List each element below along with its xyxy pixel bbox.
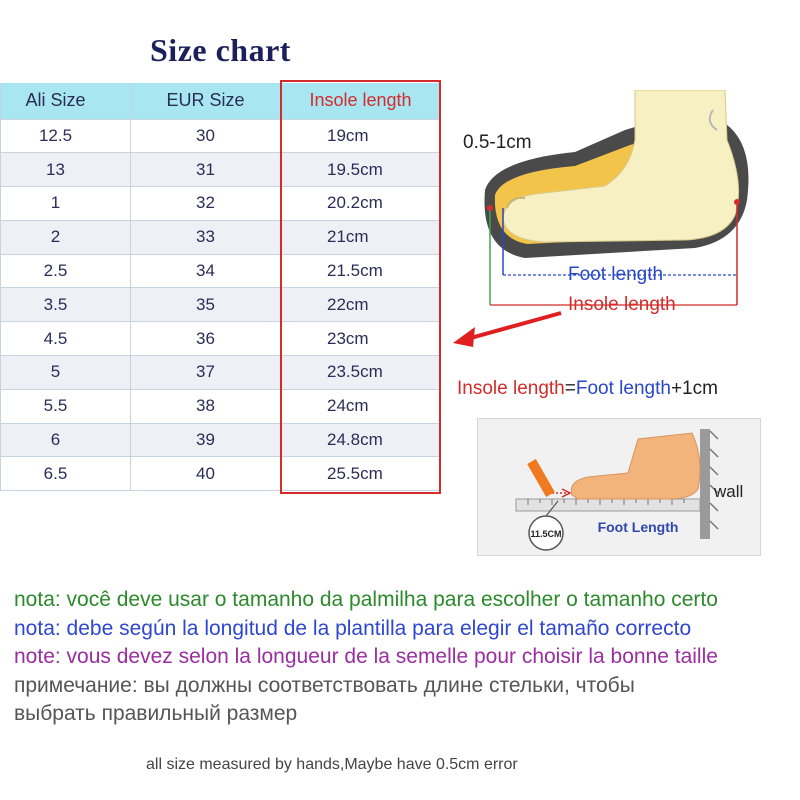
formula-insole: Insole length — [457, 378, 565, 399]
cell-insole-length: 19cm — [280, 118, 441, 154]
table-row: 5 37 23.5cm — [0, 355, 441, 390]
cell-ali-size: 3.5 — [0, 287, 131, 323]
cell-eur-size: 38 — [130, 388, 281, 424]
cell-eur-size: 35 — [130, 287, 281, 323]
insole-length-label: Insole length — [568, 294, 676, 315]
formula-equals: = — [564, 378, 576, 399]
page-title: Size chart — [150, 32, 291, 68]
pencil-icon — [527, 459, 555, 497]
cell-eur-size: 34 — [130, 253, 281, 289]
header-ali-size: Ali Size — [0, 83, 131, 119]
cell-insole-length: 24cm — [280, 388, 441, 424]
cell-insole-length: 21.5cm — [280, 253, 441, 289]
cell-eur-size: 31 — [130, 152, 281, 188]
cell-ali-size: 12.5 — [0, 118, 131, 154]
table-row: 13 31 19.5cm — [0, 152, 441, 188]
cell-insole-length: 23cm — [280, 321, 441, 357]
table-row: 6.5 40 25.5cm — [0, 456, 441, 492]
measuring-illustration: 11.5CM Foot Length — [478, 419, 760, 555]
wall-label: wall — [714, 482, 744, 501]
note-french: note: vous devez selon la longueur de la… — [14, 645, 718, 668]
foot-shoe-diagram — [455, 89, 775, 330]
size-table: Ali Size EUR Size Insole length 12.5 30 19… — [0, 83, 441, 492]
photo-foot-shape — [570, 432, 701, 500]
formula-foot: Foot length — [575, 378, 671, 399]
cell-eur-size: 40 — [130, 456, 281, 492]
table-row: 12.5 30 19cm — [0, 118, 441, 154]
insole-formula: Insole length=Foot length+1cm — [457, 378, 718, 400]
cell-insole-length: 23.5cm — [280, 355, 441, 390]
header-eur-size: EUR Size — [130, 83, 281, 119]
cell-ali-size: 6 — [0, 422, 131, 458]
cell-eur-size: 39 — [130, 422, 281, 458]
cell-ali-size: 6.5 — [0, 456, 131, 492]
foot-shape — [502, 89, 740, 243]
cell-insole-length: 21cm — [280, 219, 441, 255]
table-row: 5.5 38 24cm — [0, 388, 441, 424]
table-row: 2 33 21cm — [0, 219, 441, 255]
cell-ali-size: 5.5 — [0, 388, 131, 424]
note-portuguese: nota: você deve usar o tamanho da palmil… — [14, 588, 718, 611]
note-russian-line2: выбрать правильный размер — [14, 702, 298, 725]
cell-insole-length: 24.8cm — [280, 422, 441, 458]
cell-eur-size: 33 — [130, 219, 281, 255]
foot-shoe-illustration — [484, 89, 749, 306]
table-row: 2.5 34 21.5cm — [0, 253, 441, 289]
cell-eur-size: 36 — [130, 321, 281, 357]
table-header-row: Ali Size EUR Size Insole length — [0, 83, 441, 119]
note-russian-line1: примечание: вы должны соответствовать дл… — [14, 673, 635, 697]
ruler-label: Foot Length — [598, 519, 679, 535]
cell-insole-length: 19.5cm — [280, 152, 441, 188]
pointer-arrow-icon — [453, 311, 562, 347]
cell-ali-size: 2 — [0, 219, 131, 255]
cell-insole-length: 25.5cm — [280, 456, 441, 492]
toe-dot — [487, 205, 493, 211]
formula-plus: +1cm — [670, 378, 718, 399]
measurement-disclaimer: all size measured by hands,Maybe have 0.… — [146, 756, 518, 773]
heel-dot — [734, 199, 740, 205]
foot-length-label: Foot length — [568, 264, 664, 285]
cell-insole-length: 20.2cm — [280, 186, 441, 221]
cell-ali-size: 13 — [0, 152, 131, 188]
marker-label: 11.5CM — [530, 529, 561, 539]
table-body: 12.5 30 19cm 13 31 19.5cm 1 32 20.2cm 2 33 21cm 2.5 3… — [0, 118, 441, 492]
cell-ali-size: 5 — [0, 355, 131, 390]
toe-line — [506, 196, 526, 209]
wall-shape — [700, 429, 710, 539]
margin-label: 0.5-1cm — [463, 132, 532, 153]
cell-ali-size: 1 — [0, 186, 131, 221]
table-row: 6 39 24.8cm — [0, 422, 441, 458]
cell-insole-length: 22cm — [280, 287, 441, 323]
table-row: 4.5 36 23cm — [0, 321, 441, 357]
ankle-mark — [708, 109, 718, 131]
table-row: 3.5 35 22cm — [0, 287, 441, 323]
cell-eur-size: 30 — [130, 118, 281, 154]
header-insole-length: Insole length — [280, 83, 441, 119]
note-spanish: nota: debe según la longitud de la plant… — [14, 616, 692, 640]
measuring-photo: 11.5CM Foot Length — [477, 418, 761, 556]
cell-eur-size: 32 — [130, 186, 281, 221]
notes-block: nota: você deve usar o tamanho da palmil… — [14, 586, 718, 729]
cell-ali-size: 4.5 — [0, 321, 131, 357]
cell-ali-size: 2.5 — [0, 253, 131, 289]
cell-eur-size: 37 — [130, 355, 281, 390]
table-row: 1 32 20.2cm — [0, 186, 441, 221]
